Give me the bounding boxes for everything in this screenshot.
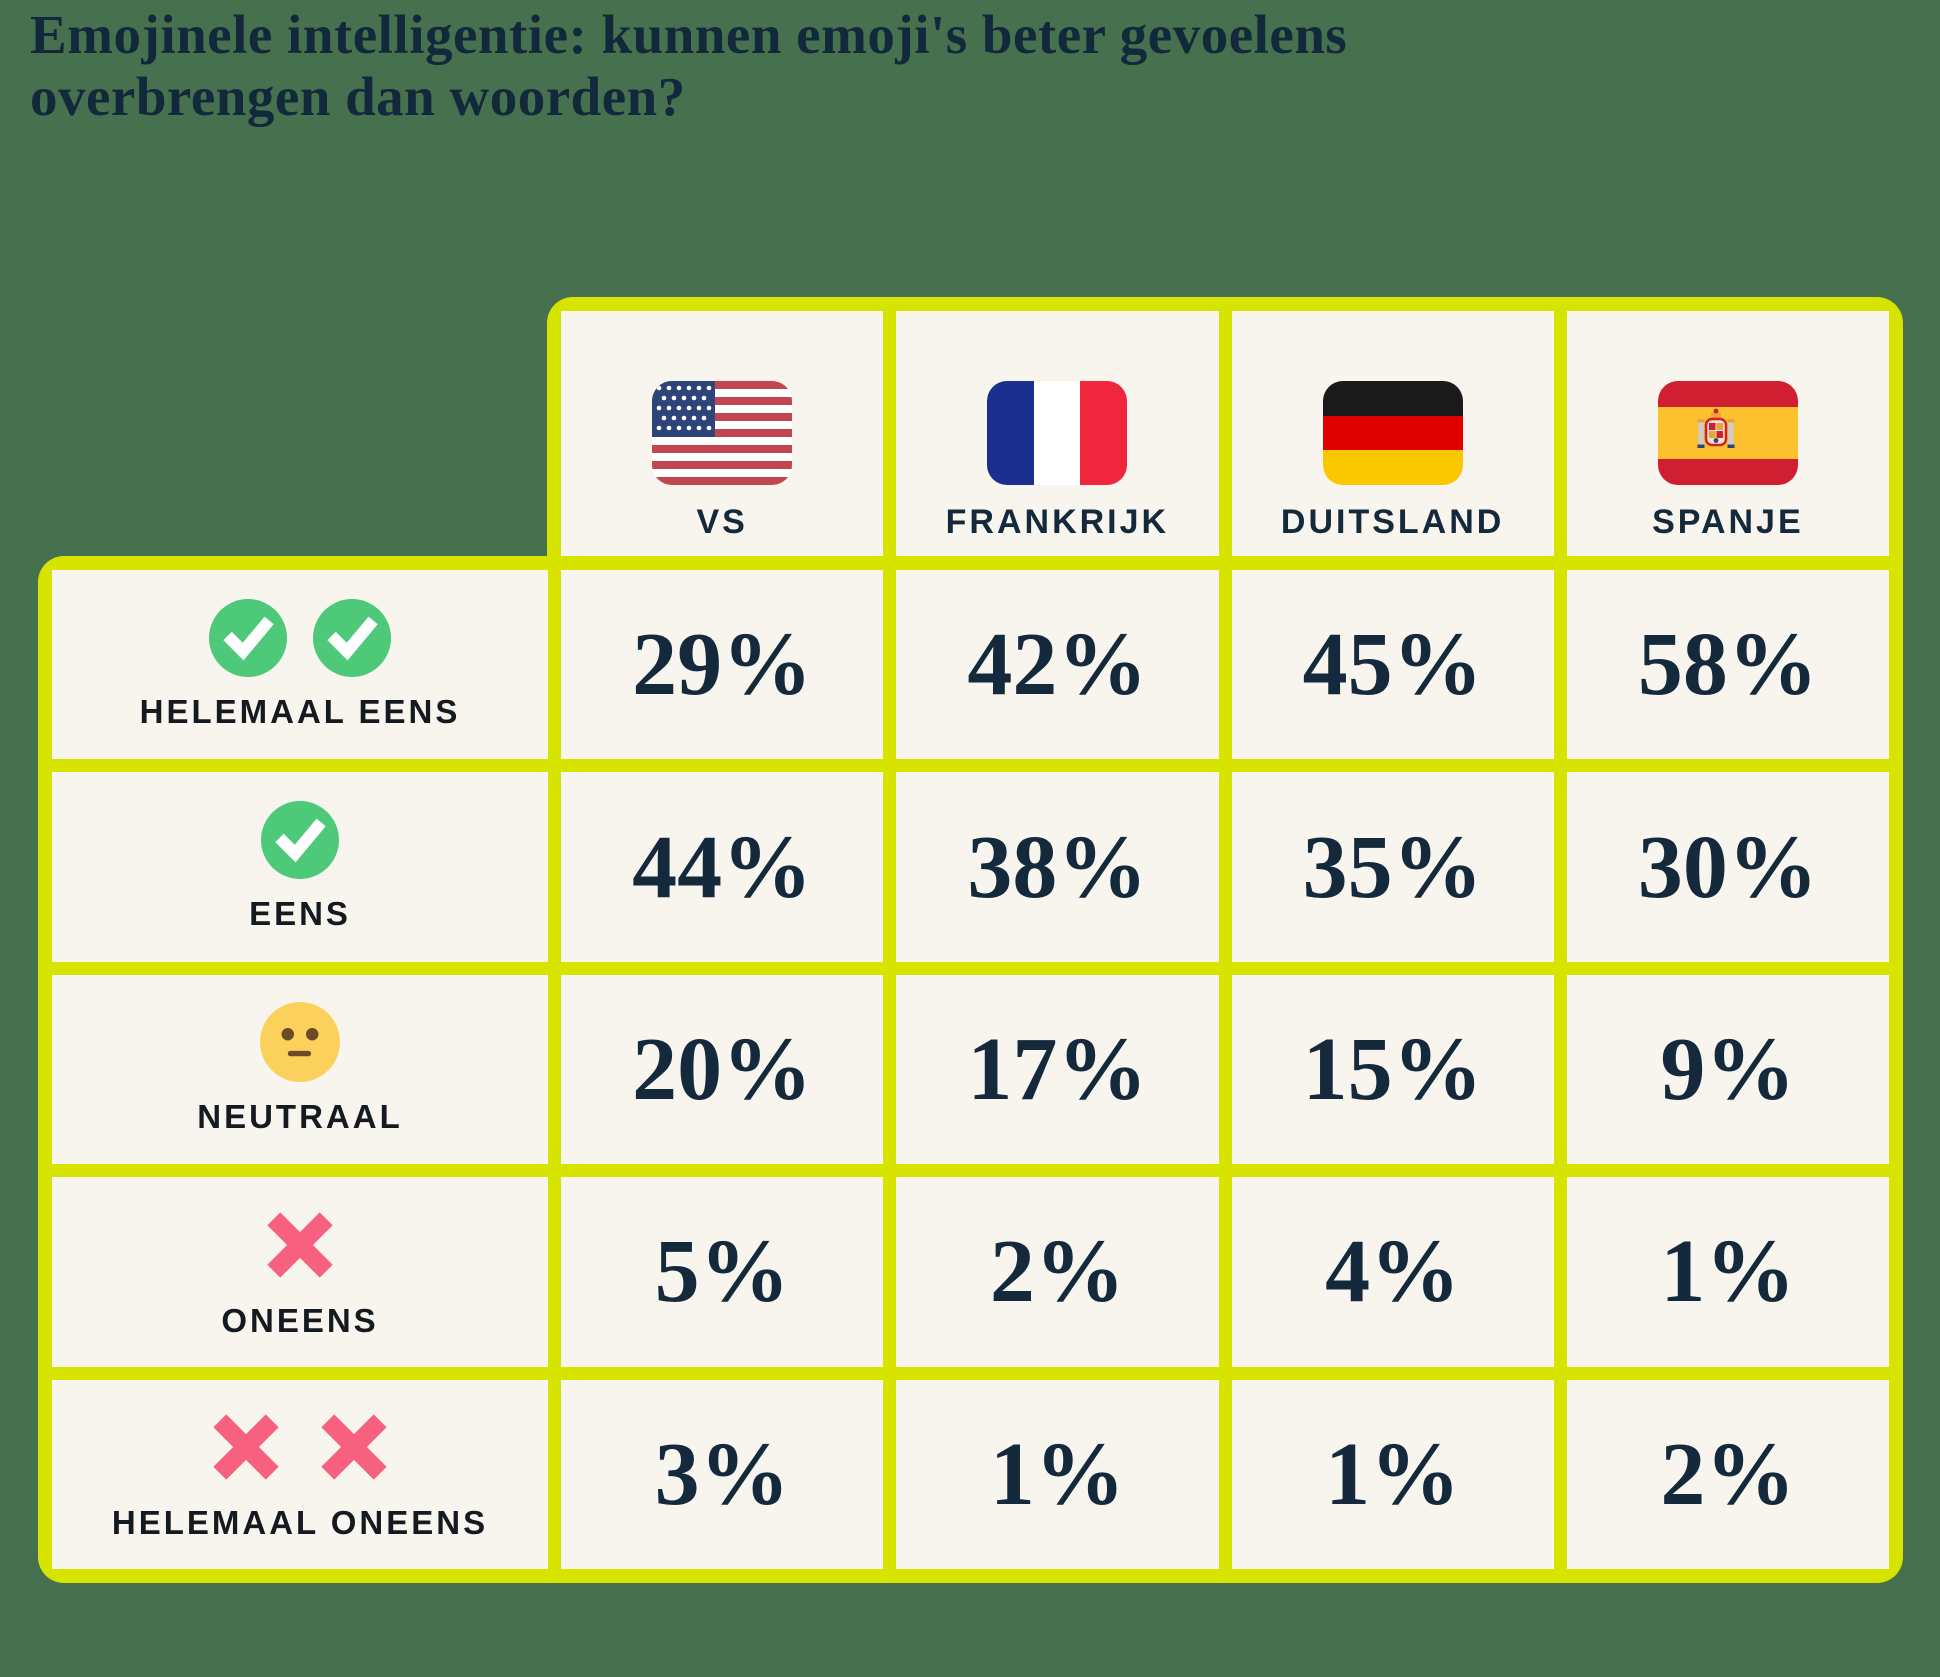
row-label-oneens: ONEENS [52,1177,548,1367]
value-cell-oneens-spanje: 1% [1566,1177,1889,1367]
spain-crest [1697,408,1735,448]
column-header-spanje: SPANJE [1566,311,1889,556]
column-header-label: FRANKRIJK [945,503,1170,541]
value-cell-helemaal-eens-spanje: 58% [1566,570,1889,760]
column-header-label: VS [696,503,748,541]
spain-flag-icon [1657,381,1798,485]
value-cell-eens-spanje: 30% [1566,772,1889,962]
table-column-headers: VS FRANKRIJK DUITS [547,297,1903,556]
column-header-vs: VS [561,311,884,556]
cross-icon [267,1212,333,1278]
column-header-label: SPANJE [1652,503,1804,541]
row-icons [205,1406,395,1488]
row-label-neutraal: NEUTRAAL [52,974,548,1165]
value-cell-helemaal-oneens-frankrijk: 1% [896,1379,1219,1569]
value-cell-oneens-vs: 5% [561,1177,884,1367]
value-cell-eens-vs: 44% [561,772,884,962]
cross-icon [213,1414,279,1480]
row-icons [259,1204,341,1286]
value-cell-helemaal-eens-frankrijk: 42% [896,570,1219,760]
column-header-frankrijk: FRANKRIJK [896,311,1219,556]
check-circle-icon [209,598,287,677]
value-cell-oneens-frankrijk: 2% [896,1177,1219,1367]
value-cell-eens-frankrijk: 38% [896,772,1219,962]
us-flag-icon [652,381,793,485]
row-label-eens: EENS [52,772,548,962]
row-label-helemaal-eens: HELEMAAL EENS [52,570,548,760]
row-label: NEUTRAAL [197,1098,403,1136]
row-label: HELEMAAL EENS [139,692,461,730]
column-header-label: DUITSLAND [1280,503,1505,541]
table-body: HELEMAAL EENS 29% 42% 45% 58% EENS 44% 3… [38,556,1903,1583]
column-header-duitsland: DUITSLAND [1231,311,1554,556]
row-icons [209,598,391,677]
france-flag-icon [987,381,1128,485]
value-cell-eens-duitsland: 35% [1231,772,1554,962]
value-cell-helemaal-eens-vs: 29% [561,570,884,760]
germany-flag-icon [1322,381,1463,485]
row-label: HELEMAAL ONEENS [111,1504,489,1542]
cross-icon [321,1414,387,1480]
value-cell-neutraal-spanje: 9% [1566,974,1889,1165]
value-cell-neutraal-duitsland: 15% [1231,974,1554,1165]
row-label-helemaal-oneens: HELEMAAL ONEENS [52,1379,548,1569]
row-label: ONEENS [221,1301,379,1339]
value-cell-oneens-duitsland: 4% [1231,1177,1554,1367]
value-cell-helemaal-oneens-spanje: 2% [1566,1379,1889,1569]
check-circle-icon [261,801,339,880]
value-cell-neutraal-vs: 20% [561,974,884,1165]
value-cell-neutraal-frankrijk: 17% [896,974,1219,1165]
row-label: EENS [249,895,351,933]
row-icons [260,1002,340,1083]
value-cell-helemaal-oneens-vs: 3% [561,1379,884,1569]
page-title: Emojinele intelligentie: kunnen emoji's … [30,4,1348,128]
value-cell-helemaal-oneens-duitsland: 1% [1231,1379,1554,1569]
row-icons [261,801,339,880]
neutral-face-icon [260,1002,340,1083]
value-cell-helemaal-eens-duitsland: 45% [1231,570,1554,760]
check-circle-icon [313,598,391,677]
